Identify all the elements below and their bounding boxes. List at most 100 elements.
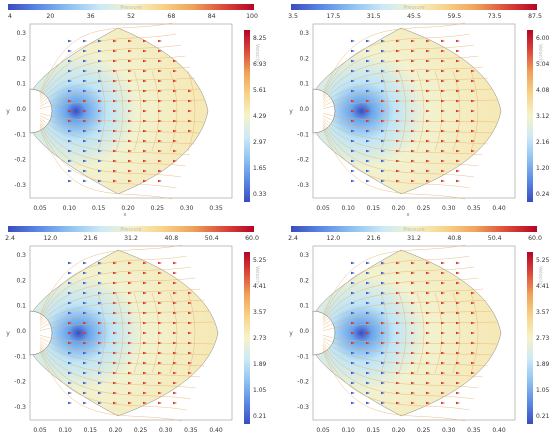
flow-arrow	[396, 381, 400, 385]
flow-arrow	[351, 371, 355, 375]
flow-arrow	[456, 99, 460, 103]
streamline-arc	[398, 292, 407, 374]
flow-arrow	[366, 371, 370, 375]
flow-arrow	[128, 49, 132, 53]
flow-arrow	[98, 159, 102, 163]
flow-arrow	[456, 39, 460, 43]
velocity-tick-label: 6.93	[253, 61, 267, 68]
flow-arrow	[351, 119, 355, 123]
flow-arrow	[83, 401, 87, 405]
flow-arrow	[396, 109, 400, 113]
flow-arrow	[98, 119, 102, 123]
flow-arrow	[441, 109, 445, 113]
flow-arrow	[381, 371, 385, 375]
flow-arrow	[143, 129, 147, 133]
flow-arrow	[113, 139, 117, 143]
flow-arrow	[426, 119, 430, 123]
flow-arrow	[173, 391, 177, 395]
flow-arrow	[113, 381, 117, 385]
flow-arrow	[366, 129, 370, 133]
flow-arrow	[411, 179, 415, 183]
flow-arrow	[68, 341, 72, 345]
streamline	[39, 343, 196, 389]
flow-arrow	[98, 79, 102, 83]
flow-arrow	[173, 271, 177, 275]
streamline	[39, 341, 201, 378]
streamline	[322, 124, 475, 178]
flow-arrow	[441, 169, 445, 173]
flow-arrow	[68, 169, 72, 173]
x-axis-label: x	[407, 212, 410, 218]
streamline-arc	[380, 70, 389, 152]
flow-arrow	[411, 301, 415, 305]
x-tick-label: 0.15	[84, 427, 98, 434]
flow-arrow	[113, 331, 117, 335]
streamline	[39, 348, 187, 411]
panel-bottom-right: Pressure 2.4 12.0 21.6 31.2 40.8 50.4 60.0 0.3 0.…	[288, 226, 550, 438]
flow-arrow	[441, 401, 445, 405]
pressure-tick-label: 31.5	[367, 13, 381, 20]
flow-arrow	[426, 109, 430, 113]
flow-arrow	[173, 381, 177, 385]
flow-arrow	[396, 79, 400, 83]
flow-arrow	[381, 49, 385, 53]
pressure-colorbar-title: Pressure	[403, 227, 424, 233]
flow-arrow	[128, 291, 132, 295]
velocity-tick-label: 4.41	[253, 283, 267, 290]
flow-arrow	[68, 119, 72, 123]
pressure-tick-label: 12.0	[326, 235, 340, 242]
velocity-colorbar-title: Velocity	[537, 266, 543, 286]
flow-arrow	[441, 139, 445, 143]
flow-arrow	[128, 109, 132, 113]
flow-arrow	[381, 79, 385, 83]
flow-arrow	[68, 381, 72, 385]
flow-arrow	[381, 69, 385, 73]
flow-arrow	[471, 371, 475, 375]
pressure-tick-label: 3.5	[288, 13, 298, 20]
flow-arrow	[173, 341, 177, 345]
velocity-tick-label: 3.57	[253, 309, 267, 316]
flow-arrow	[426, 311, 430, 315]
flow-arrow	[411, 261, 415, 265]
flow-arrow	[128, 371, 132, 375]
pressure-tick-label: 87.5	[528, 13, 542, 20]
flow-arrow	[426, 351, 430, 355]
flow-arrow	[351, 301, 355, 305]
velocity-tick-label: 5.25	[536, 257, 550, 264]
y-tick-label: 0.1	[299, 303, 309, 310]
flow-arrow	[426, 261, 430, 265]
flow-arrow	[128, 271, 132, 275]
panel-bottom-left: Pressure 2.4 12.0 21.6 31.2 40.8 50.4 60.0 0.3 0.…	[5, 226, 267, 438]
flow-arrow	[143, 39, 147, 43]
x-tick-label: 0.40	[492, 427, 506, 434]
flow-arrow	[143, 331, 147, 335]
y-tick-label: -0.3	[297, 182, 309, 189]
flow-arrow	[381, 39, 385, 43]
flow-arrow	[411, 129, 415, 133]
streamline	[39, 115, 200, 134]
flow-arrow	[83, 109, 87, 113]
velocity-tick-label: 5.04	[536, 61, 550, 68]
flow-arrow	[396, 149, 400, 153]
flow-arrow	[68, 179, 72, 183]
flow-arrow	[98, 139, 102, 143]
flow-arrow	[351, 321, 355, 325]
flow-arrow	[411, 99, 415, 103]
streamline	[39, 119, 191, 156]
flow-arrow	[83, 281, 87, 285]
flow-arrow	[396, 59, 400, 63]
flow-arrow	[441, 79, 445, 83]
y-axis-label: y	[6, 330, 10, 337]
flow-arrow	[128, 261, 132, 265]
flow-arrow	[188, 341, 192, 345]
x-tick-label: 0.20	[109, 427, 123, 434]
streamline	[322, 255, 470, 318]
velocity-tick-label: 0.33	[253, 191, 267, 198]
flow-arrow	[411, 59, 415, 63]
flow-arrow	[366, 301, 370, 305]
flow-arrow	[351, 69, 355, 73]
flow-arrow	[158, 401, 162, 405]
flow-arrow	[158, 99, 162, 103]
flow-arrow	[83, 59, 87, 63]
velocity-tick-label: 1.20	[536, 165, 550, 172]
